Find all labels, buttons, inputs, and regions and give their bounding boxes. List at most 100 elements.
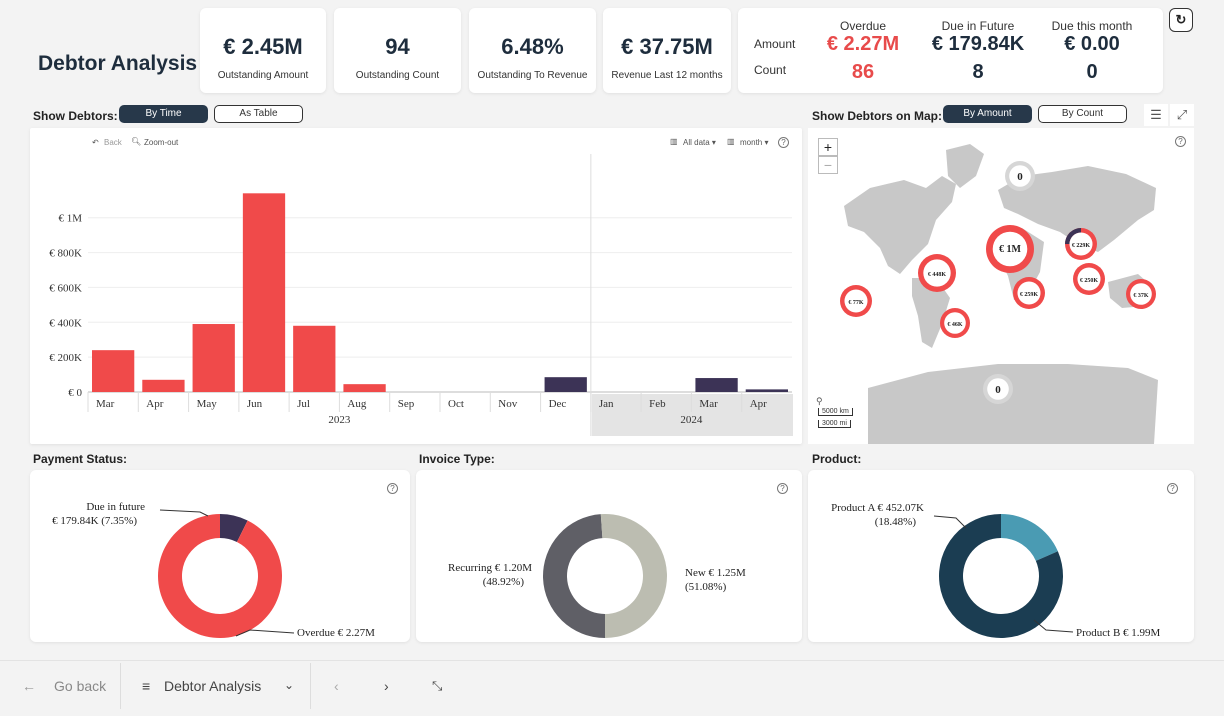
greenland-shape (946, 144, 984, 188)
due-future-amount: € 179.84K (931, 33, 1025, 55)
slice-new (600, 514, 668, 638)
page-selector[interactable]: Debtor Analysis (164, 678, 262, 694)
refresh-icon[interactable]: ↻ (1169, 8, 1193, 32)
x-tick-label: Sep (398, 398, 415, 410)
bar-mar (695, 378, 738, 392)
collapse-icon[interactable]: ⤡ (432, 678, 443, 693)
map-marker-center (1009, 165, 1031, 187)
go-back-arrow-icon[interactable]: ← (22, 678, 36, 694)
period-dropdown[interactable]: month ▾ (740, 138, 769, 147)
expand-icon[interactable]: ⤢ (1170, 104, 1194, 126)
overdue-count: 86 (851, 61, 875, 83)
map-marker-center (844, 289, 868, 313)
x-tick-label: Apr (146, 398, 163, 410)
by-time-button[interactable]: By Time (119, 105, 208, 123)
leader-line (1033, 619, 1074, 633)
eurasia-shape (998, 166, 1156, 252)
slice-label: Product A € 452.07K (831, 502, 924, 514)
map-marker-label: € 259K (1020, 292, 1039, 298)
payment-status-chart: ? Due in future € 179.84K (7.35%) Overdue … (30, 470, 410, 653)
map-marker-center (944, 312, 966, 334)
map-marker-center (1130, 283, 1152, 305)
help-icon[interactable]: ? (778, 137, 789, 148)
due-summary-card: Overdue Due in Future Due this month Amo… (738, 8, 1163, 93)
kpi-outstanding-count: 94 Outstanding Count (334, 8, 461, 93)
year-label: 2024 (680, 414, 703, 426)
kpi-value: 94 (385, 34, 410, 59)
product-chart: ? Product A € 452.07K (18.48%) Product B €… (808, 470, 1194, 653)
back-button[interactable]: Back (104, 138, 122, 147)
slice-label: (81.52%) (1076, 641, 1118, 642)
slice-product-b (939, 514, 1063, 638)
slice-due-in-future (220, 514, 248, 542)
zoom-out-button[interactable]: Zoom-out (144, 138, 179, 147)
help-icon[interactable]: ? (387, 483, 398, 494)
header-overdue: Overdue (839, 19, 887, 33)
map-marker-center (992, 231, 1028, 267)
bar-aug (343, 384, 386, 392)
kpi-value: € 2.45M (223, 34, 303, 59)
map-marker-label: € 37K (1133, 293, 1149, 299)
x-tick-label: Mar (699, 398, 718, 410)
map-marker-center (987, 378, 1009, 400)
x-tick-label: Feb (649, 398, 666, 410)
by-count-button[interactable]: By Count (1038, 105, 1127, 123)
x-tick-label: Jul (297, 398, 310, 410)
help-icon[interactable]: ? (777, 483, 788, 494)
debtors-by-time-chart: ↶ Back 🔍︎ Zoom-out ▥ All data ▾ ▥ month … (30, 128, 802, 444)
kpi-label: Outstanding Amount (217, 70, 309, 81)
help-icon[interactable]: ? (1167, 483, 1178, 494)
scale-mi: 3000 mi (818, 420, 851, 428)
all-data-dropdown[interactable]: All data ▾ (683, 138, 716, 147)
map-zoom-in-button[interactable]: + (818, 138, 838, 156)
bar-apr (142, 379, 185, 392)
back-icon[interactable]: ↶ (92, 138, 99, 147)
as-table-button[interactable]: As Table (214, 105, 303, 123)
payment-status-label: Payment Status: (33, 452, 128, 466)
slice-overdue (158, 514, 282, 638)
south-america-shape (912, 278, 950, 348)
map-zoom-out-button[interactable]: − (818, 156, 838, 174)
slice-label: (48.92%) (483, 576, 525, 588)
filter-icon[interactable]: ☰ (1144, 104, 1168, 126)
world-map-svg: 0 € 1M € 229K € 448K € 259K € 250K € 37K € 77K €… (840, 144, 1158, 444)
location-pin-icon: ⚲ (816, 396, 823, 406)
due-future-count: 8 (972, 61, 984, 83)
kpi-outstanding-amount: € 2.45M Outstanding Amount (200, 8, 326, 93)
invoice-type-chart: ? Recurring € 1.20M (48.92%) New € 1.25M (5… (416, 470, 802, 642)
zoom-out-icon[interactable]: 🔍︎ (131, 137, 142, 146)
slice-recurring (543, 514, 605, 638)
page-title: Debtor Analysis (38, 52, 198, 75)
period-label: month (740, 138, 763, 147)
product-donut: Product A € 452.07K (18.48%) Product B € 1… (831, 502, 1160, 653)
bar-chart-svg: € 0 € 200K € 400K € 600K € 800K € 1M Mar Apr May… (49, 154, 793, 436)
y-tick-label: € 1M (58, 213, 82, 225)
map-marker-label: € 1M (999, 244, 1022, 255)
map-markers[interactable]: 0 € 1M € 229K € 448K € 259K € 250K € 37K € 77K €… (840, 161, 1156, 404)
kpi-label: Revenue Last 12 months (611, 70, 723, 81)
go-back-button[interactable]: Go back (54, 678, 107, 694)
bar-chart-icon: ▥ (670, 137, 678, 146)
debtors-map[interactable]: 0 € 1M € 229K € 448K € 259K € 250K € 37K € 77K €… (808, 128, 1194, 444)
slice-label: (51.08%) (685, 581, 727, 593)
map-help-icon[interactable]: ? (1175, 136, 1186, 147)
chevron-down-icon[interactable]: ⌄ (284, 678, 295, 692)
menu-icon[interactable]: ≡ (142, 678, 151, 694)
map-marker-label: € 229K (1072, 243, 1091, 249)
slice-label: (18.48%) (875, 516, 917, 528)
product-label: Product: (812, 452, 862, 466)
next-page-icon[interactable]: › (384, 678, 389, 694)
map-marker-center (1017, 281, 1041, 305)
overdue-amount: € 2.27M (826, 33, 900, 55)
prev-page-icon[interactable]: ‹ (334, 678, 339, 694)
by-amount-button[interactable]: By Amount (943, 105, 1032, 123)
kpi-value: 6.48% (501, 34, 564, 59)
north-america-shape (844, 176, 956, 274)
x-tick-label: Apr (750, 398, 767, 410)
due-month-amount: € 0.00 (1064, 33, 1120, 55)
scale-km: 5000 km (818, 408, 853, 416)
row-label-amount: Amount (754, 37, 796, 51)
slice-product-a (1001, 514, 1058, 561)
divider (120, 663, 121, 709)
bar-jun (242, 193, 286, 392)
